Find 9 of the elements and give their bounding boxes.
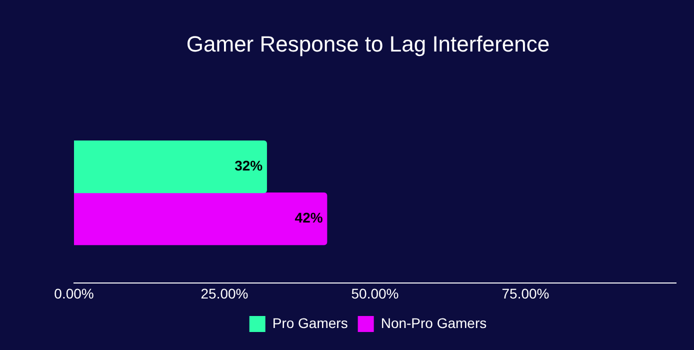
data-label: 42% (294, 210, 324, 226)
legend-label: Non-Pro Gamers (380, 314, 487, 331)
chart-title: Gamer Response to Lag Interference (186, 31, 550, 56)
x-tick-label: 75.00% (502, 285, 550, 302)
x-tick-label: 0.00% (54, 285, 94, 302)
x-tick-label: 25.00% (200, 285, 248, 302)
data-label: 32% (234, 158, 264, 174)
legend-label: Pro Gamers (272, 314, 348, 331)
x-tick-label: 50.00% (351, 285, 399, 302)
